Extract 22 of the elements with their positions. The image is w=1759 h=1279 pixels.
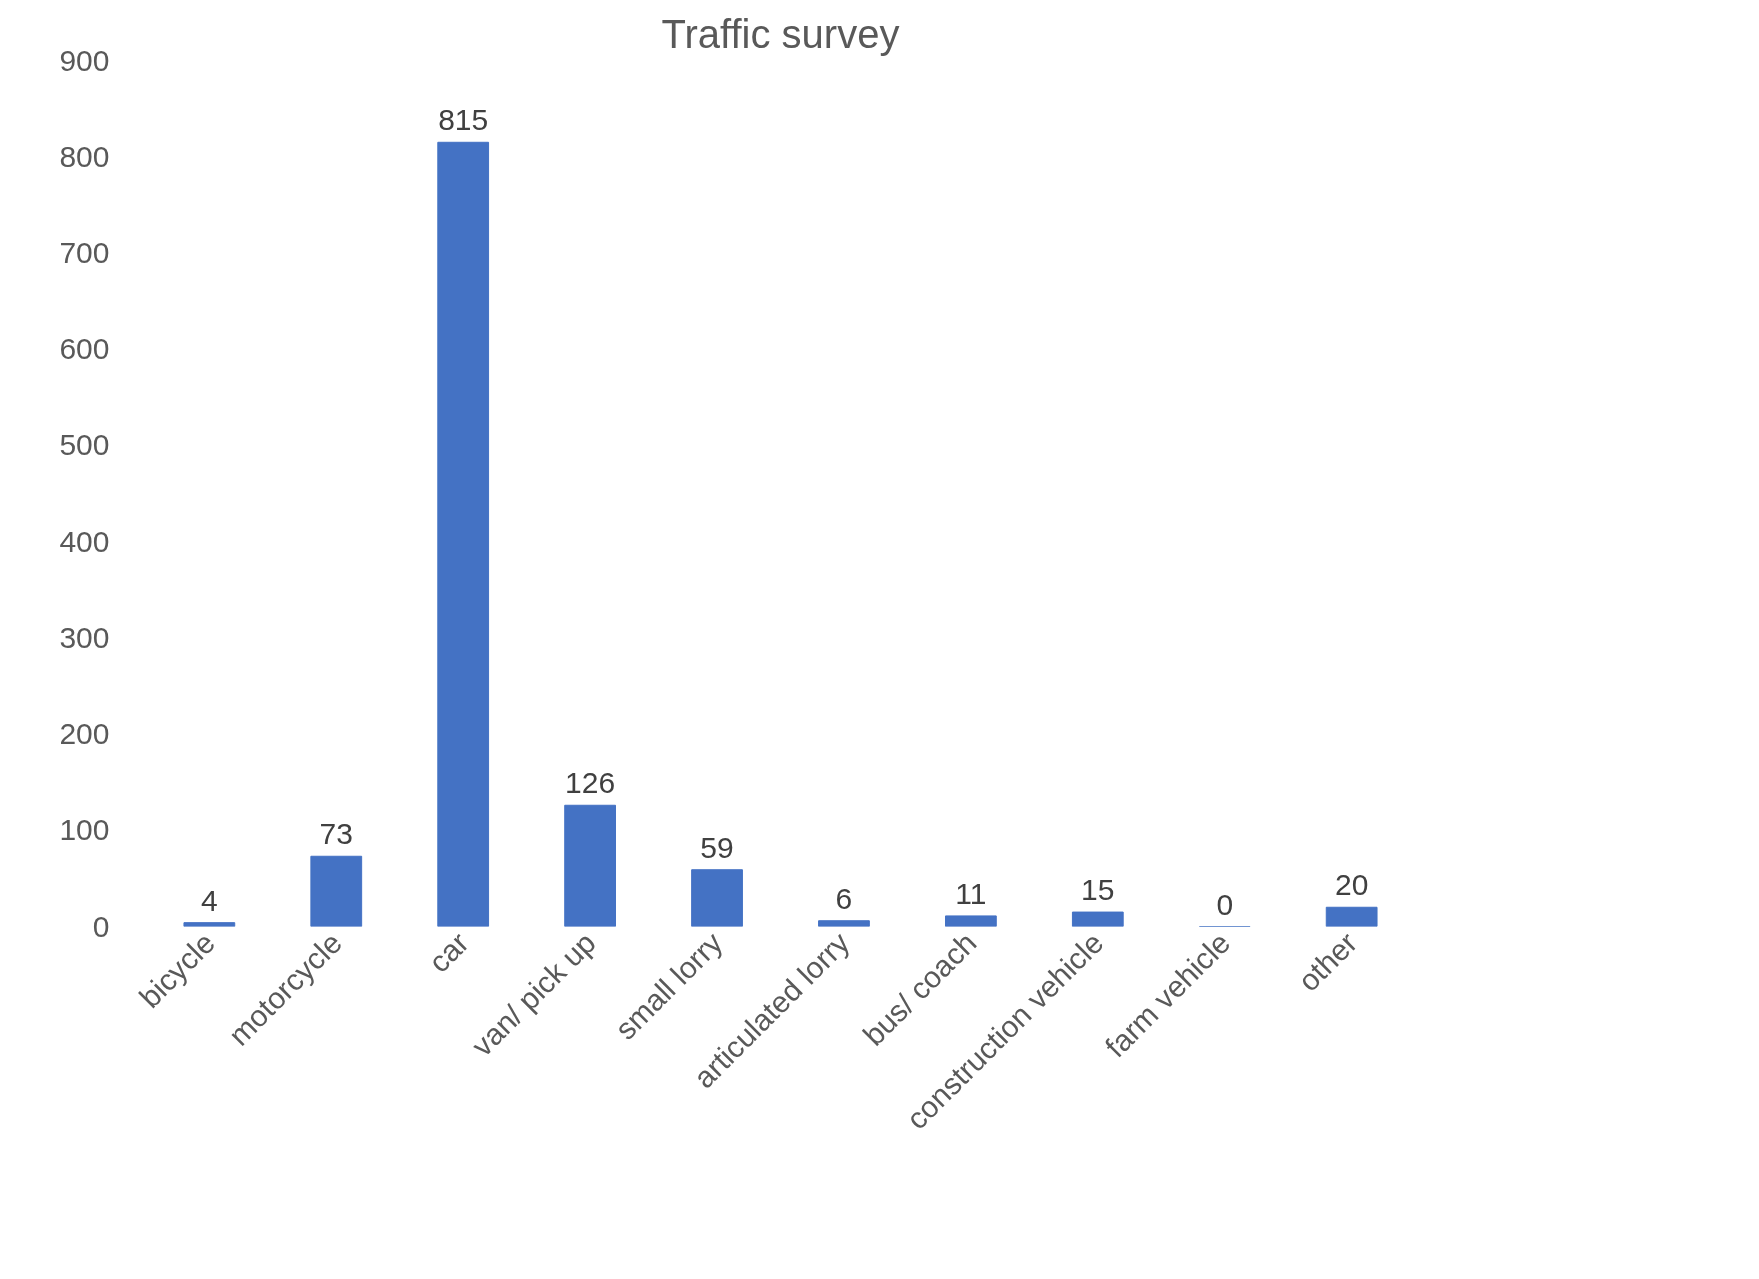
data-label: 126 (565, 766, 616, 800)
data-label: 15 (1081, 873, 1115, 907)
y-tick-label: 400 (59, 524, 110, 558)
y-tick-label: 600 (59, 332, 110, 366)
chart-title: Traffic survey (661, 11, 900, 56)
data-label: 73 (319, 817, 353, 851)
y-tick-label: 500 (59, 428, 110, 462)
data-label: 59 (700, 830, 734, 864)
y-tick-label: 200 (59, 717, 110, 751)
y-tick-label: 300 (59, 620, 110, 654)
data-label: 20 (1334, 868, 1369, 902)
y-tick-label: 900 (59, 43, 110, 77)
x-tick-label: car (422, 925, 475, 979)
y-tick-label: 800 (59, 139, 110, 173)
data-label: 0 (1216, 887, 1234, 921)
data-label: 4 (201, 883, 218, 917)
data-label: 11 (955, 876, 987, 910)
y-tick-label: 700 (59, 235, 110, 269)
data-label: 815 (438, 103, 489, 137)
data-label: 6 (835, 881, 853, 915)
y-tick-label: 0 (92, 909, 110, 943)
y-tick-label: 100 (59, 813, 110, 847)
